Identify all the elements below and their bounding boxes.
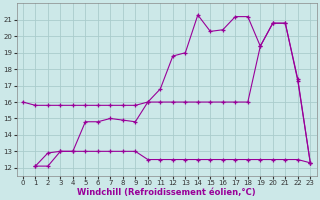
X-axis label: Windchill (Refroidissement éolien,°C): Windchill (Refroidissement éolien,°C) <box>77 188 256 197</box>
